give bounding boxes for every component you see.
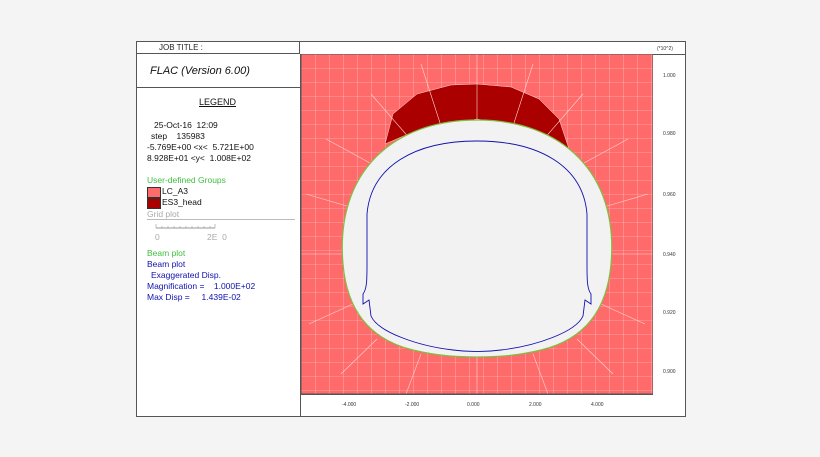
legend-step: step 135983 xyxy=(151,131,205,141)
group-swatch-es3-head xyxy=(147,198,161,209)
x-tick-label: -2.000 xyxy=(405,402,420,408)
x-tick-label: 4.000 xyxy=(591,402,604,408)
y-tick-label: 0.920 xyxy=(663,310,676,316)
group-swatch-lc-a3 xyxy=(147,187,161,198)
beam-plot-label-1: Beam plot xyxy=(147,248,186,258)
y-tick-label: 0.960 xyxy=(663,192,676,198)
plot-frame: JOB TITLE : FLAC (Version 6.00) LEGEND 2… xyxy=(136,41,686,417)
legend-panel: FLAC (Version 6.00) LEGEND 25-Oct-16 12:… xyxy=(137,54,301,416)
y-axis: (*10^2) 1.000 0.980 0.960 0.940 0.920 0.… xyxy=(653,42,685,416)
beam-plot-label-2: Beam plot xyxy=(147,259,186,269)
max-disp-label: Max Disp = 1.439E-02 xyxy=(147,292,241,302)
app-title: FLAC (Version 6.00) xyxy=(137,54,300,88)
groups-title: User-defined Groups xyxy=(147,175,226,185)
group-label-es3-head: ES3_head xyxy=(162,197,202,207)
x-tick-label: -4.000 xyxy=(342,402,357,408)
grid-scale-bar xyxy=(155,224,216,229)
grid-plot-label: Grid plot xyxy=(147,209,180,219)
exaggerated-disp-label: Exaggerated Disp. xyxy=(151,270,221,280)
tunnel-opening xyxy=(341,119,613,358)
legend-separator xyxy=(147,219,295,220)
magnification-label: Magnification = 1.000E+02 xyxy=(147,281,256,291)
legend-xrange: -5.769E+00 <x< 5.721E+00 xyxy=(147,142,254,152)
legend-date: 25-Oct-16 12:09 xyxy=(154,120,218,130)
y-tick-label: 1.000 xyxy=(663,73,676,79)
y-tick-label: 0.980 xyxy=(663,131,676,137)
x-axis: -4.000 -2.000 0.000 2.000 4.000 xyxy=(301,394,653,417)
job-title: JOB TITLE : xyxy=(137,42,300,54)
beam-plot-deformed xyxy=(362,140,592,352)
grid-scale-right: 2E 0 xyxy=(207,232,227,242)
x-tick-label: 0.000 xyxy=(467,402,480,408)
legend-title: LEGEND xyxy=(199,97,237,107)
grid-scale-left: 0 xyxy=(155,232,160,242)
y-tick-label: 0.900 xyxy=(663,369,676,375)
y-tick-label: 0.940 xyxy=(663,252,676,258)
plot-area xyxy=(301,54,653,394)
y-axis-scale: (*10^2) xyxy=(657,46,673,52)
legend-yrange: 8.928E+01 <y< 1.008E+02 xyxy=(147,153,251,163)
x-tick-label: 2.000 xyxy=(529,402,542,408)
group-label-lc-a3: LC_A3 xyxy=(162,186,188,196)
